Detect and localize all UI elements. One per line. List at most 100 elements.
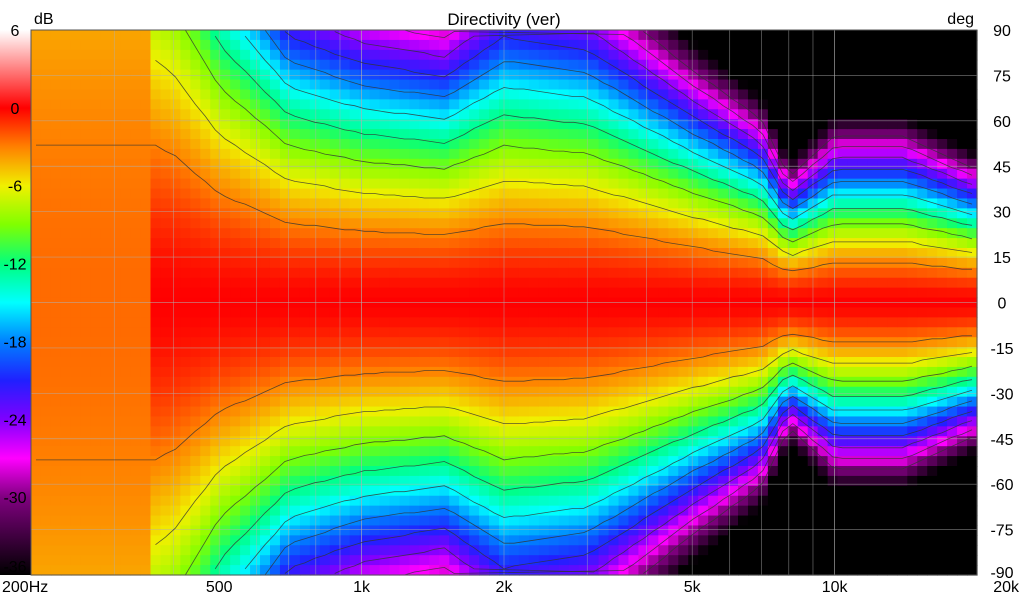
heatmap-cell: [80, 168, 92, 180]
heatmap-cell: [578, 208, 590, 219]
heatmap-cell: [598, 475, 610, 487]
heatmap-cell: [220, 555, 231, 566]
heatmap-cell: [150, 495, 162, 507]
heatmap-cell: [120, 446, 132, 457]
heatmap-cell: [608, 525, 620, 536]
heatmap-cell: [648, 178, 659, 190]
heatmap-cell: [897, 406, 908, 418]
heatmap-cell: [140, 565, 152, 576]
heatmap-cell: [230, 69, 241, 81]
heatmap-cell: [757, 228, 769, 239]
heatmap-cell: [628, 287, 640, 299]
heatmap-cell: [518, 475, 530, 487]
heatmap-cell: [917, 198, 928, 209]
heatmap-cell: [538, 357, 550, 368]
heatmap-cell: [658, 69, 669, 81]
heatmap-cell: [907, 49, 918, 61]
heatmap-cell: [180, 158, 191, 170]
heatmap-cell: [60, 347, 72, 358]
heatmap-cell: [40, 495, 52, 507]
heatmap-cell: [70, 89, 82, 100]
heatmap-cell: [429, 178, 440, 190]
heatmap-cell: [190, 366, 201, 378]
heatmap-cell: [339, 535, 351, 546]
heatmap-cell: [100, 466, 112, 477]
heatmap-cell: [718, 555, 729, 566]
heatmap-cell: [339, 129, 351, 140]
heatmap-cell: [160, 426, 172, 437]
heatmap-cell: [877, 148, 888, 160]
heatmap-cell: [728, 327, 739, 338]
heatmap-cell: [568, 416, 580, 427]
heatmap-cell: [578, 188, 590, 200]
heatmap-cell: [757, 89, 769, 100]
heatmap-cell: [628, 39, 640, 51]
heatmap-cell: [668, 178, 679, 190]
heatmap-cell: [658, 277, 669, 289]
heatmap-cell: [827, 69, 839, 81]
heatmap-cell: [90, 456, 102, 467]
heatmap-cell: [668, 208, 679, 219]
heatmap-cell: [250, 109, 261, 120]
heatmap-cell: [608, 376, 620, 388]
heatmap-cell: [528, 238, 540, 249]
heatmap-cell: [269, 158, 281, 170]
heatmap-cell: [837, 416, 849, 427]
heatmap-cell: [747, 139, 759, 150]
heatmap-cell: [508, 505, 520, 517]
heatmap-cell: [299, 69, 311, 81]
heatmap-cell: [628, 396, 640, 408]
heatmap-cell: [140, 555, 152, 566]
heatmap-cell: [190, 148, 201, 160]
heatmap-cell: [339, 307, 351, 318]
heatmap-cell: [230, 168, 241, 180]
heatmap-cell: [160, 109, 172, 120]
heatmap-cell: [827, 267, 839, 279]
heatmap-cell: [578, 277, 590, 289]
heatmap-cell: [299, 129, 311, 140]
heatmap-cell: [538, 139, 550, 150]
heatmap-cell: [718, 208, 729, 219]
heatmap-cell: [738, 148, 749, 160]
heatmap-cell: [399, 148, 410, 160]
heatmap-cell: [887, 208, 898, 219]
heatmap-cell: [728, 49, 739, 61]
heatmap-cell: [150, 208, 162, 219]
heatmap-cell: [489, 119, 500, 130]
heatmap-cell: [469, 525, 480, 536]
heatmap-cell: [469, 198, 480, 209]
heatmap-cell: [339, 238, 351, 249]
heatmap-cell: [767, 49, 779, 61]
heatmap-cell: [60, 59, 72, 71]
heatmap-cell: [688, 386, 699, 398]
heatmap-cell: [638, 466, 649, 477]
heatmap-cell: [80, 475, 92, 487]
heatmap-cell: [230, 129, 241, 140]
heatmap-cell: [60, 178, 72, 190]
heatmap-cell: [439, 406, 450, 418]
heatmap-cell: [40, 505, 52, 517]
heatmap-cell: [747, 109, 759, 120]
heatmap-cell: [469, 475, 480, 487]
heatmap-cell: [449, 317, 460, 328]
heatmap-cell: [299, 39, 311, 51]
heatmap-cell: [190, 139, 201, 150]
heatmap-cell: [907, 456, 918, 467]
heatmap-cell: [887, 198, 898, 209]
heatmap-cell: [738, 168, 749, 180]
heatmap-cell: [339, 267, 351, 279]
heatmap-cell: [618, 178, 630, 190]
heatmap-cell: [449, 168, 460, 180]
heatmap-cell: [170, 267, 181, 279]
heatmap-cell: [708, 89, 719, 100]
heatmap-cell: [489, 208, 500, 219]
heatmap-cell: [130, 218, 142, 229]
heatmap-cell: [857, 188, 869, 200]
heatmap-cell: [449, 208, 460, 219]
heatmap-cell: [80, 456, 92, 467]
heatmap-cell: [787, 366, 799, 378]
heatmap-cell: [548, 238, 560, 249]
heatmap-cell: [90, 475, 102, 487]
heatmap-cell: [618, 366, 630, 378]
heatmap-cell: [210, 129, 221, 140]
